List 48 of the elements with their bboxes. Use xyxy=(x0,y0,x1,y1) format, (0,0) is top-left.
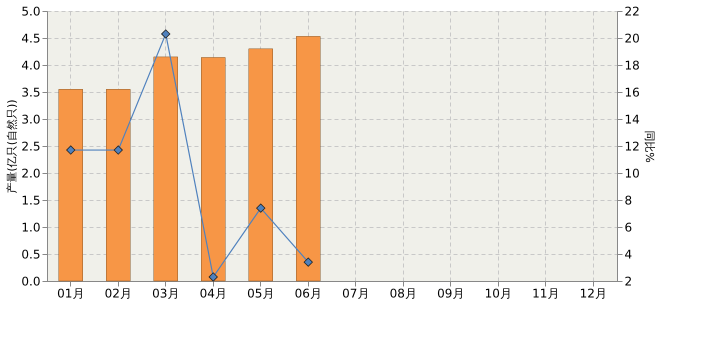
y2-tick-label: 10 xyxy=(624,166,640,180)
y-tick-label: 5.0 xyxy=(21,4,40,18)
y2-tick-label: 8 xyxy=(624,194,632,208)
point xyxy=(256,204,266,213)
x-tick-label: 12月 xyxy=(580,286,607,300)
bar xyxy=(248,48,273,282)
x-tick-label: 08月 xyxy=(390,286,417,300)
y-tick-label: 4.0 xyxy=(21,58,40,72)
point xyxy=(304,258,313,267)
y-tick-label: 1.0 xyxy=(21,220,40,234)
x-tick-label: 09月 xyxy=(437,286,464,300)
y-tick-label: 3.5 xyxy=(21,86,40,100)
x-tick-label: 11月 xyxy=(532,286,560,300)
y2-tick-label: 12 xyxy=(624,140,640,154)
point xyxy=(208,272,218,282)
y-axis-title: 产量(亿只(自然只)) xyxy=(5,99,18,194)
y-tick-label: 4.5 xyxy=(21,32,40,46)
y2-tick-label: 4 xyxy=(624,248,632,262)
bar xyxy=(58,89,83,282)
x-tick-label: 03月 xyxy=(152,286,180,300)
x-tick-label: 05月 xyxy=(247,286,274,300)
point xyxy=(66,145,76,155)
x-tick-label: 02月 xyxy=(104,286,132,300)
x-tick-label: 06月 xyxy=(294,286,322,300)
bar xyxy=(154,56,178,282)
x-tick-label: 10月 xyxy=(484,286,512,300)
y2-tick-label: 18 xyxy=(624,58,640,72)
y2-axis-title: 同比% xyxy=(642,130,656,163)
y2-tick-label: 14 xyxy=(624,112,640,126)
y2-tick-label: 6 xyxy=(624,220,632,234)
point xyxy=(114,145,123,155)
y2-tick-label: 16 xyxy=(624,86,640,100)
y-tick-label: 1.5 xyxy=(21,194,40,208)
y2-tick-label: 22 xyxy=(624,4,640,18)
y-tick-label: 0.5 xyxy=(21,248,40,262)
bar xyxy=(201,57,226,282)
x-tick-label: 01月 xyxy=(57,286,84,300)
y-tick-label: 2.5 xyxy=(21,140,40,154)
x-tick-label: 07月 xyxy=(342,286,370,300)
bar xyxy=(296,36,320,282)
x-tick-label: 04月 xyxy=(200,286,227,300)
point xyxy=(161,29,170,39)
y-tick-label: 0.0 xyxy=(21,274,40,288)
y-tick-label: 3.0 xyxy=(21,112,40,126)
y-tick-label: 2.0 xyxy=(21,166,40,180)
bar xyxy=(106,89,130,282)
y2-tick-label: 20 xyxy=(624,32,640,46)
y2-tick-label: 2 xyxy=(624,274,632,288)
